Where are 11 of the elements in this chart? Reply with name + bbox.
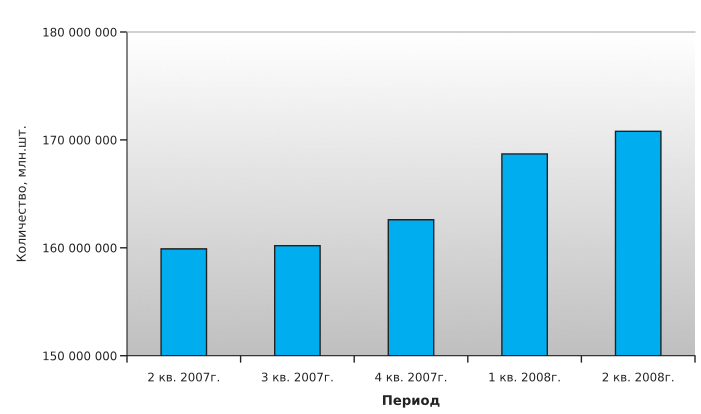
- x-tick-label: 3 кв. 2007г.: [262, 372, 333, 382]
- y-tick-label: 150 000 000: [43, 351, 116, 360]
- x-tick-label: 4 кв. 2007г.: [375, 372, 446, 382]
- y-axis-title: Количество, млн.шт.: [16, 126, 28, 262]
- x-tick-label: 1 кв. 2008г.: [489, 372, 560, 382]
- x-tick-label: 2 кв. 2008г.: [602, 372, 674, 382]
- y-tick-label: 160 000 000: [43, 244, 116, 252]
- x-axis-title: Период: [383, 395, 440, 408]
- y-tick-label: 180 000 000: [43, 28, 116, 37]
- y-tick-label: 170 000 000: [43, 136, 116, 145]
- x-tick-label: 2 кв. 2007г.: [148, 372, 219, 382]
